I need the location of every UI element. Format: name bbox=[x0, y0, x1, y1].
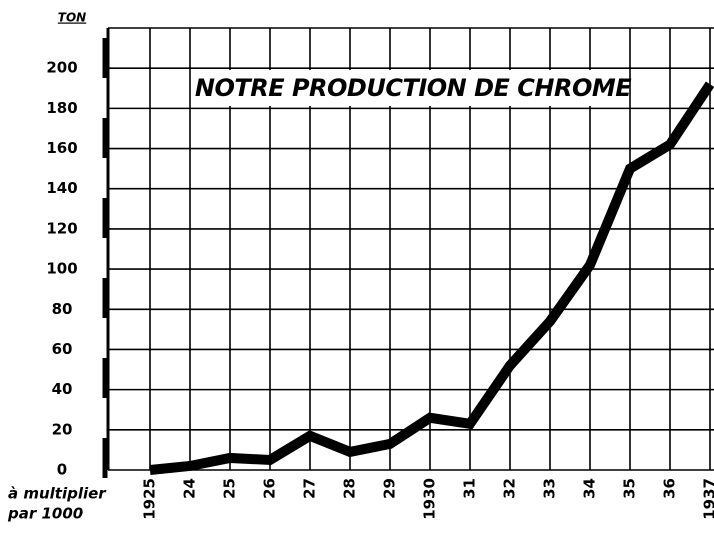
y-tick-label: 60 bbox=[52, 340, 73, 358]
y-tick-label: 80 bbox=[52, 300, 73, 318]
title-bg bbox=[200, 70, 626, 106]
y-tick-label: 120 bbox=[46, 219, 77, 237]
x-tick-label: 36 bbox=[661, 478, 679, 499]
x-tick-label: 28 bbox=[341, 478, 359, 499]
note-line-2: par 1000 bbox=[7, 505, 83, 523]
y-tick-label: 40 bbox=[52, 380, 73, 398]
x-tick-label: 29 bbox=[381, 478, 399, 499]
y-tick-label: 100 bbox=[46, 260, 77, 278]
data-line bbox=[149, 81, 714, 475]
y-unit: TON bbox=[58, 11, 86, 25]
x-tick-label: 1937 bbox=[701, 478, 714, 520]
y-tick-label: 160 bbox=[46, 139, 77, 157]
x-tick-label: 34 bbox=[581, 478, 599, 499]
y-tick-label: 180 bbox=[46, 99, 77, 117]
y-tick-label: 200 bbox=[46, 59, 77, 77]
x-tick-label: 33 bbox=[541, 478, 559, 499]
y-tick-label: 0 bbox=[57, 461, 67, 479]
x-tick-label: 26 bbox=[261, 478, 279, 499]
y-tick-label: 20 bbox=[52, 420, 73, 438]
x-tick-label: 25 bbox=[221, 478, 239, 499]
x-tick-label: 27 bbox=[301, 478, 319, 499]
x-tick-label: 1925 bbox=[141, 478, 159, 520]
x-tick-label: 1930 bbox=[421, 478, 439, 520]
y-tick-label: 140 bbox=[46, 179, 77, 197]
x-tick-label: 31 bbox=[461, 478, 479, 499]
x-tick-label: 32 bbox=[501, 478, 519, 499]
x-tick-label: 24 bbox=[181, 478, 199, 499]
note-line-1: à multiplier bbox=[8, 485, 107, 503]
chart-title: NOTRE PRODUCTION DE CHROME bbox=[195, 74, 632, 102]
x-tick-label: 35 bbox=[621, 478, 639, 499]
